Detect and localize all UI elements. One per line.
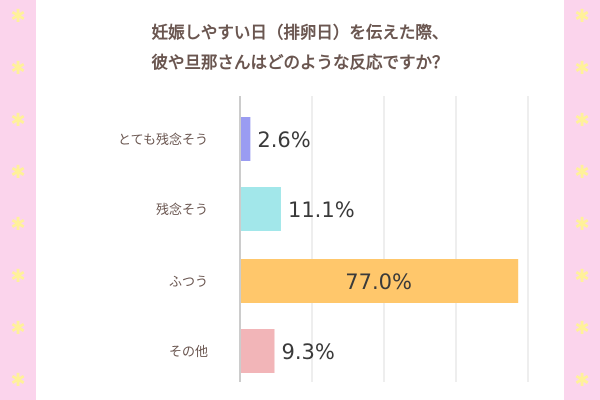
star-icon: ✱ <box>10 6 26 27</box>
star-icon: ✱ <box>10 58 26 79</box>
left-decorative-strip: ✱ ✱ ✱ ✱ ✱ ✱ ✱ ✱ <box>0 0 36 400</box>
star-icon: ✱ <box>10 214 26 235</box>
bar <box>241 117 251 161</box>
title-line-2: 彼や旦那さんはどのような反応ですか？ <box>151 53 449 72</box>
star-icon: ✱ <box>10 162 26 183</box>
right-decorative-strip: ✱ ✱ ✱ ✱ ✱ ✱ ✱ ✱ <box>564 0 600 400</box>
data-label: 2.6% <box>257 128 310 152</box>
category-label: 残念そう <box>156 202 208 218</box>
bar <box>241 329 275 373</box>
star-icon: ✱ <box>574 318 590 339</box>
star-icon: ✱ <box>10 370 26 391</box>
data-label: 11.1% <box>288 198 355 222</box>
category-label: とても残念そう <box>118 132 208 148</box>
star-icon: ✱ <box>574 110 590 131</box>
star-icon: ✱ <box>574 214 590 235</box>
star-icon: ✱ <box>574 162 590 183</box>
star-icon: ✱ <box>574 6 590 27</box>
chart-title: 妊娠しやすい日（排卵日）を伝えた際、 彼や旦那さんはどのような反応ですか？ <box>40 18 560 78</box>
data-label: 77.0% <box>345 270 412 294</box>
star-icon: ✱ <box>10 318 26 339</box>
title-line-1: 妊娠しやすい日（排卵日）を伝えた際、 <box>151 23 449 42</box>
star-icon: ✱ <box>574 370 590 391</box>
bar <box>241 187 281 231</box>
category-label: ふつう <box>169 275 208 290</box>
star-icon: ✱ <box>10 110 26 131</box>
bar <box>241 259 519 303</box>
data-label: 9.3% <box>281 340 334 364</box>
category-label: その他 <box>169 345 208 360</box>
star-icon: ✱ <box>574 58 590 79</box>
star-icon: ✱ <box>574 266 590 287</box>
star-icon: ✱ <box>10 266 26 287</box>
